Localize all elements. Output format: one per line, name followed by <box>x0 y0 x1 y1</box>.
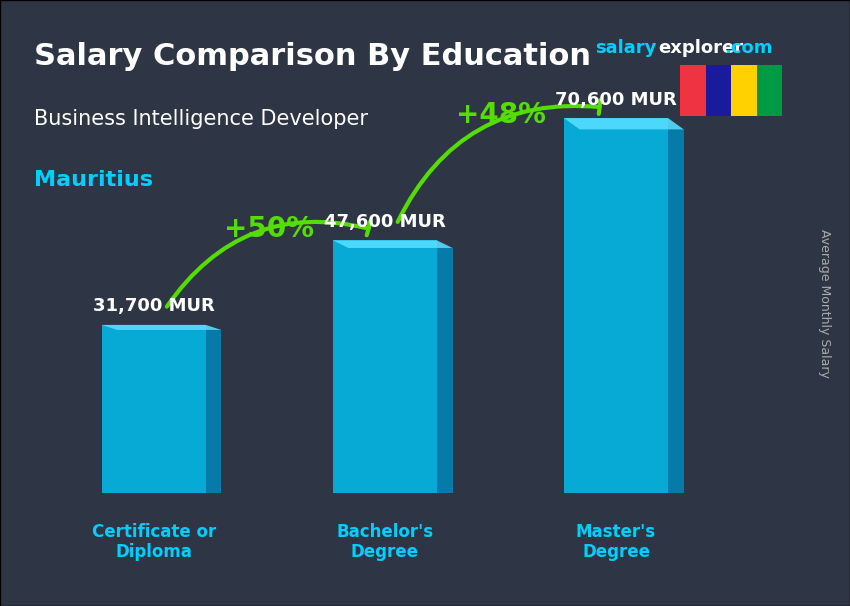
Bar <box>756 65 782 116</box>
Text: .com: .com <box>724 39 773 58</box>
FancyBboxPatch shape <box>437 248 452 493</box>
Text: Average Monthly Salary: Average Monthly Salary <box>818 228 831 378</box>
FancyBboxPatch shape <box>333 241 437 493</box>
Polygon shape <box>333 241 452 248</box>
Text: 70,600 MUR: 70,600 MUR <box>555 90 677 108</box>
Text: Mauritius: Mauritius <box>34 170 153 190</box>
Polygon shape <box>102 325 221 330</box>
Text: Master's
Degree: Master's Degree <box>576 522 656 561</box>
Text: 31,700 MUR: 31,700 MUR <box>93 298 214 315</box>
Text: Certificate or
Diploma: Certificate or Diploma <box>92 522 216 561</box>
Bar <box>731 65 756 116</box>
Bar <box>680 65 705 116</box>
Text: Salary Comparison By Education: Salary Comparison By Education <box>34 42 591 72</box>
Text: Bachelor's
Degree: Bachelor's Degree <box>337 522 434 561</box>
Text: Business Intelligence Developer: Business Intelligence Developer <box>34 109 368 129</box>
Text: +48%: +48% <box>456 101 546 130</box>
Polygon shape <box>564 118 683 129</box>
FancyBboxPatch shape <box>102 325 206 493</box>
FancyBboxPatch shape <box>564 118 668 493</box>
Text: 47,600 MUR: 47,600 MUR <box>324 213 445 231</box>
Text: salary: salary <box>595 39 656 58</box>
FancyBboxPatch shape <box>668 129 683 493</box>
Text: +50%: +50% <box>224 216 314 244</box>
FancyBboxPatch shape <box>206 330 221 493</box>
Text: explorer: explorer <box>659 39 744 58</box>
Bar <box>706 65 731 116</box>
